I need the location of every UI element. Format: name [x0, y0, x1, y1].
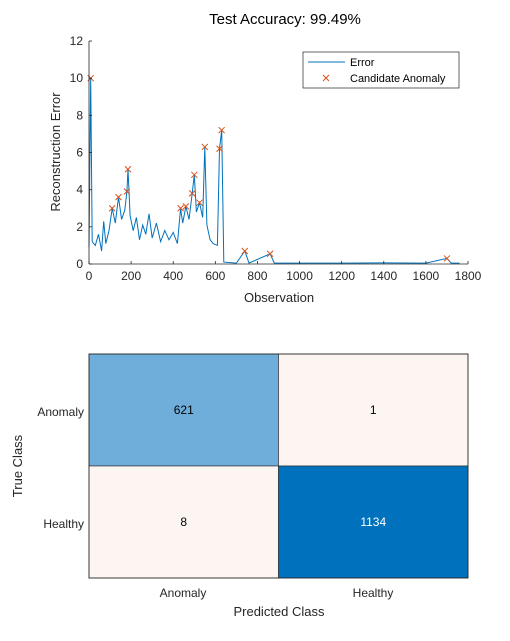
candidate-anomaly-marker — [443, 255, 451, 262]
y-tick-label: 2 — [76, 220, 83, 234]
cm-cell-value: 1134 — [360, 515, 386, 529]
x-tick-label: 0 — [86, 269, 93, 283]
cm-row-label-healthy: Healthy — [43, 517, 84, 531]
plot-area — [87, 74, 460, 264]
legend-box — [302, 51, 460, 89]
candidate-anomaly-marker — [182, 203, 190, 210]
x-tick-label: 1200 — [328, 269, 355, 283]
confusion-matrix: 621 1 8 1134 Anomaly Healthy Anomaly Health… — [10, 353, 469, 619]
cm-cell — [88, 353, 279, 467]
candidate-anomaly-marker — [190, 171, 198, 179]
candidate-anomaly-marker — [201, 143, 209, 151]
cm-col-label-anomaly: Anomaly — [160, 586, 207, 600]
candidate-anomaly-marker — [108, 204, 116, 212]
top-chart-title: Test Accuracy: 99.49% — [209, 11, 361, 28]
axis-ticks: 0 200 400 600 800 1000 1200 1400 1600 1800 0 2 4 6 8 10… — [70, 34, 482, 283]
confusion-matrix-cells: 621 1 8 1134 — [88, 353, 469, 579]
candidate-anomaly-marker — [188, 190, 196, 197]
y-tick-label: 4 — [76, 183, 83, 197]
legend-anomaly-swatch — [322, 74, 330, 82]
x-tick-label: 800 — [247, 269, 267, 283]
cm-cell-value: 621 — [174, 403, 194, 417]
y-tick-label: 6 — [76, 146, 83, 160]
y-tick-label: 12 — [70, 34, 84, 48]
candidate-anomaly-marker — [266, 250, 274, 258]
candidate-anomaly-marker — [218, 126, 226, 134]
y-axis-label: Reconstruction Error — [48, 92, 63, 212]
reconstruction-error-chart: Test Accuracy: 99.49% Reconstruction Err… — [48, 11, 482, 305]
legend-error-label: Error — [350, 57, 375, 69]
cm-cell-value: 8 — [180, 515, 187, 529]
y-tick-label: 8 — [76, 108, 83, 122]
x-tick-label: 600 — [205, 269, 225, 283]
candidate-anomaly-marker — [241, 247, 249, 255]
x-tick-label: 1600 — [413, 269, 440, 283]
cm-cell-value: 1 — [370, 403, 377, 417]
y-tick-label: 0 — [76, 257, 83, 271]
candidate-anomaly-marker — [177, 204, 184, 212]
candidate-anomaly-marker — [216, 145, 223, 153]
cm-cell — [278, 353, 469, 467]
confusion-matrix-border — [88, 353, 469, 579]
cm-row-label-anomaly: Anomaly — [37, 405, 84, 419]
legend-anomaly-label: Candidate Anomaly — [350, 73, 446, 85]
cm-cell — [88, 465, 279, 579]
y-tick-label: 10 — [70, 71, 84, 85]
candidate-anomaly-marker — [123, 188, 131, 195]
candidate-anomaly-marker — [196, 199, 203, 207]
x-axis-label: Observation — [244, 290, 314, 305]
x-tick-label: 1000 — [286, 269, 313, 283]
x-tick-label: 1800 — [455, 269, 482, 283]
cm-x-axis-label: Predicted Class — [233, 604, 325, 619]
cm-cell — [278, 465, 469, 579]
error-series-line — [88, 78, 460, 264]
candidate-anomaly-marker — [115, 193, 122, 201]
candidate-anomaly-marker — [124, 165, 132, 173]
x-tick-label: 200 — [121, 269, 141, 283]
legend: Error Candidate Anomaly — [302, 51, 460, 89]
x-tick-label: 400 — [163, 269, 183, 283]
x-tick-label: 1400 — [370, 269, 397, 283]
cm-y-axis-label: True Class — [10, 434, 25, 497]
cm-col-label-healthy: Healthy — [353, 586, 394, 600]
